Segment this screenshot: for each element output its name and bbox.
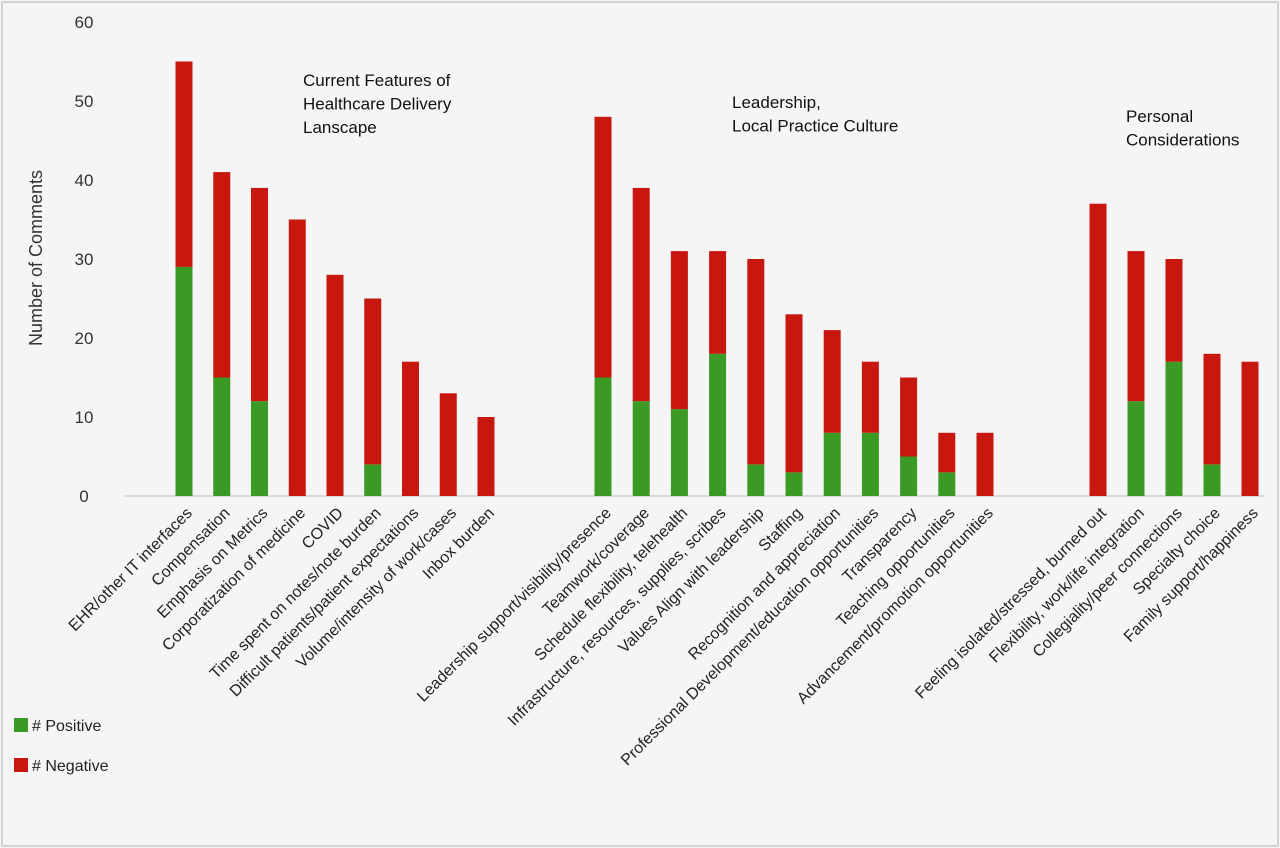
group-labels: Current Features of Healthcare Delivery La…: [303, 71, 1239, 150]
bar-positive: [747, 464, 765, 496]
legend-swatch-positive: [14, 718, 28, 732]
bar-negative: [326, 274, 344, 496]
bar-positive: [670, 409, 688, 496]
y-tick-label: 30: [75, 250, 94, 269]
y-tick-label: 40: [75, 171, 94, 190]
bar-negative: [175, 61, 193, 267]
bar-negative: [900, 377, 918, 457]
y-tick-label: 50: [75, 92, 94, 111]
bar-negative: [632, 187, 650, 402]
y-tick-label: 20: [75, 329, 94, 348]
bar-positive: [632, 401, 650, 496]
group-label-line: Healthcare Delivery: [303, 95, 452, 114]
bar-negative: [670, 251, 688, 410]
bar-negative: [1089, 203, 1107, 496]
bar-negative: [747, 259, 765, 465]
bar-negative: [861, 361, 879, 433]
bar-negative: [1127, 251, 1145, 402]
group-label-line: Considerations: [1126, 131, 1239, 150]
bar-positive: [364, 464, 382, 496]
legend: # Positive # Negative: [14, 718, 109, 775]
bar-negative: [976, 432, 994, 496]
bar-negative: [1203, 353, 1221, 465]
group-label-line: Current Features of: [303, 71, 451, 90]
bar-positive: [709, 353, 727, 496]
bar-positive: [1127, 401, 1145, 496]
bars: [175, 61, 1259, 496]
bar-positive: [785, 472, 803, 496]
bar-positive: [900, 456, 918, 496]
y-axis-title: Number of Comments: [26, 170, 46, 346]
bar-negative: [251, 187, 268, 402]
bar-negative: [709, 251, 727, 354]
bar-positive: [823, 432, 841, 496]
bar-positive: [938, 472, 956, 496]
bar-negative: [1165, 259, 1183, 362]
group-label-line: Personal: [1126, 107, 1193, 126]
bar-negative: [439, 393, 457, 496]
bar-positive: [594, 377, 612, 496]
bar-negative: [402, 361, 419, 496]
y-tick-label: 10: [75, 408, 94, 427]
legend-label-negative: # Negative: [32, 758, 109, 775]
bar-negative: [477, 417, 495, 496]
bar-negative: [823, 330, 841, 433]
legend-swatch-negative: [14, 758, 28, 772]
legend-label-positive: # Positive: [32, 718, 101, 735]
y-tick-label: 0: [79, 487, 88, 506]
group-label-line: Local Practice Culture: [732, 117, 898, 136]
bar-negative: [364, 298, 382, 465]
group-label-line: Lanscape: [303, 118, 377, 137]
bar-negative: [594, 116, 612, 378]
bar-positive: [213, 377, 231, 496]
bar-positive: [251, 401, 268, 496]
y-axis-ticks: 0 10 20 30 40 50 60: [75, 13, 94, 506]
bar-negative: [288, 219, 306, 496]
bar-positive: [175, 266, 193, 496]
bar-negative: [213, 172, 231, 378]
y-tick-label: 60: [75, 13, 94, 32]
bar-positive: [861, 432, 879, 496]
bar-negative: [1241, 361, 1259, 496]
bar-positive: [1203, 464, 1221, 496]
bar-negative: [785, 314, 803, 473]
bar-negative: [938, 432, 956, 473]
group-label-line: Leadership,: [732, 93, 821, 112]
bar-positive: [1165, 361, 1183, 496]
